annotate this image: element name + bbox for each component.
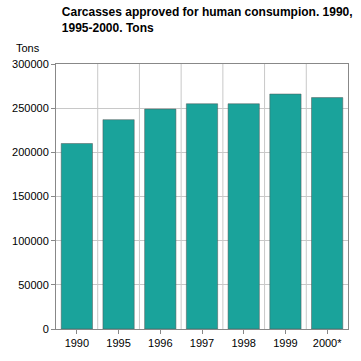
svg-text:1996: 1996 xyxy=(148,337,172,349)
svg-text:150000: 150000 xyxy=(12,190,49,202)
svg-text:0: 0 xyxy=(43,323,49,335)
svg-text:Tons: Tons xyxy=(16,42,40,54)
svg-text:250000: 250000 xyxy=(12,102,49,114)
svg-text:1990: 1990 xyxy=(65,337,89,349)
svg-text:1995: 1995 xyxy=(106,337,130,349)
svg-text:1998: 1998 xyxy=(231,337,255,349)
svg-text:300000: 300000 xyxy=(12,58,49,70)
svg-text:1997: 1997 xyxy=(190,337,214,349)
svg-text:1999: 1999 xyxy=(273,337,297,349)
svg-text:200000: 200000 xyxy=(12,146,49,158)
svg-text:Carcasses approved for human c: Carcasses approved for human consumpion.… xyxy=(62,5,353,35)
svg-text:2000*: 2000* xyxy=(313,337,342,349)
svg-text:50000: 50000 xyxy=(18,279,49,291)
svg-text:100000: 100000 xyxy=(12,235,49,247)
